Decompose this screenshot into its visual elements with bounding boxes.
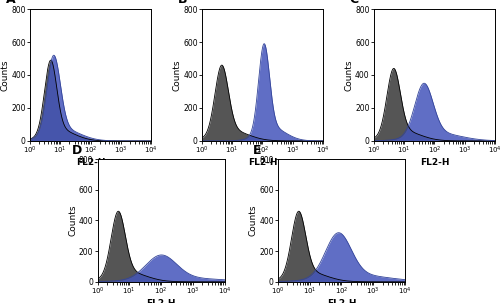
Y-axis label: Counts: Counts [173,59,182,91]
X-axis label: FL2-H: FL2-H [146,299,176,303]
Y-axis label: Counts: Counts [1,59,10,91]
X-axis label: FL2-H: FL2-H [248,158,277,167]
Text: A: A [6,0,16,6]
Text: E: E [252,144,261,157]
Text: B: B [178,0,187,6]
X-axis label: FL2-H: FL2-H [420,158,449,167]
Text: C: C [350,0,359,6]
X-axis label: FL2-H: FL2-H [76,158,106,167]
Y-axis label: Counts: Counts [249,205,258,236]
Y-axis label: Counts: Counts [68,205,78,236]
X-axis label: FL2-H: FL2-H [326,299,356,303]
Y-axis label: Counts: Counts [344,59,354,91]
Text: D: D [72,144,83,157]
